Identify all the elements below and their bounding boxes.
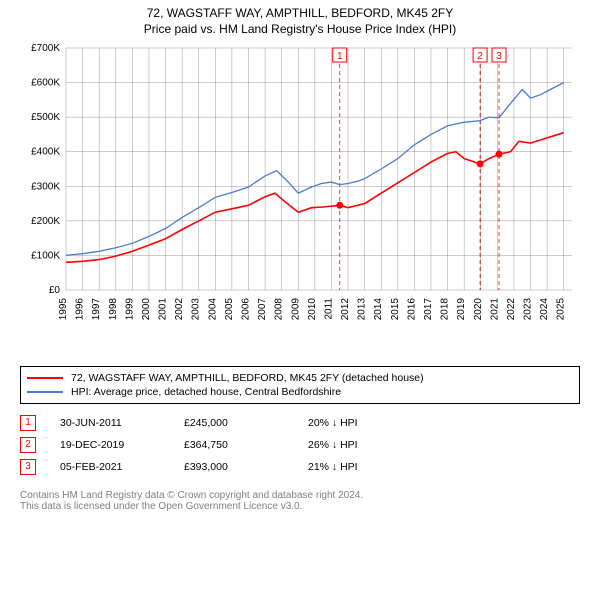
legend-item-0: 72, WAGSTAFF WAY, AMPTHILL, BEDFORD, MK4… xyxy=(27,371,573,385)
svg-text:£0: £0 xyxy=(49,285,61,296)
svg-text:2010: 2010 xyxy=(307,298,318,321)
svg-text:1996: 1996 xyxy=(75,298,86,321)
svg-text:2019: 2019 xyxy=(456,298,467,321)
title-line2: Price paid vs. HM Land Registry's House … xyxy=(0,22,600,36)
svg-text:2020: 2020 xyxy=(473,298,484,321)
svg-text:2002: 2002 xyxy=(174,298,185,321)
chart-svg: £0 £100K £200K £300K £400K £500K £600K £700K 199… xyxy=(20,42,580,360)
event-delta-0: 20% ↓ HPI xyxy=(308,417,428,429)
event-date-2: 05-FEB-2021 xyxy=(60,461,160,473)
svg-text:1995: 1995 xyxy=(58,298,69,321)
svg-text:2016: 2016 xyxy=(406,298,417,321)
titles: 72, WAGSTAFF WAY, AMPTHILL, BEDFORD, MK4… xyxy=(0,0,600,36)
svg-text:£600K: £600K xyxy=(31,78,60,89)
svg-text:2023: 2023 xyxy=(523,298,534,321)
legend-label-0: 72, WAGSTAFF WAY, AMPTHILL, BEDFORD, MK4… xyxy=(71,372,424,384)
svg-text:2018: 2018 xyxy=(440,298,451,321)
svg-text:2013: 2013 xyxy=(357,298,368,321)
events-table: 1 30-JUN-2011 £245,000 20% ↓ HPI 2 19-DE… xyxy=(20,412,580,478)
svg-text:£500K: £500K xyxy=(31,112,60,123)
svg-text:2015: 2015 xyxy=(390,298,401,321)
svg-text:£400K: £400K xyxy=(31,147,60,158)
legend: 72, WAGSTAFF WAY, AMPTHILL, BEDFORD, MK4… xyxy=(20,366,580,404)
event-row-0: 1 30-JUN-2011 £245,000 20% ↓ HPI xyxy=(20,412,580,434)
svg-text:1997: 1997 xyxy=(91,298,102,321)
svg-text:2022: 2022 xyxy=(506,298,517,321)
svg-text:2009: 2009 xyxy=(290,298,301,321)
svg-text:2: 2 xyxy=(477,51,483,62)
svg-text:3: 3 xyxy=(496,51,502,62)
svg-text:1: 1 xyxy=(337,51,343,62)
svg-text:2006: 2006 xyxy=(240,298,251,321)
event-delta-2: 21% ↓ HPI xyxy=(308,461,428,473)
svg-text:2004: 2004 xyxy=(207,298,218,321)
chart: £0 £100K £200K £300K £400K £500K £600K £700K 199… xyxy=(20,42,580,360)
svg-text:£100K: £100K xyxy=(31,250,60,261)
event-delta-1: 26% ↓ HPI xyxy=(308,439,428,451)
event-marker-1: 2 xyxy=(20,437,36,453)
svg-text:2003: 2003 xyxy=(191,298,202,321)
svg-text:£200K: £200K xyxy=(31,216,60,227)
event-marker-2: 3 xyxy=(20,459,36,475)
event-row-2: 3 05-FEB-2021 £393,000 21% ↓ HPI xyxy=(20,456,580,478)
legend-swatch-0 xyxy=(27,377,63,379)
svg-text:2008: 2008 xyxy=(274,298,285,321)
svg-text:2017: 2017 xyxy=(423,298,434,321)
svg-text:£700K: £700K xyxy=(31,43,60,54)
event-row-1: 2 19-DEC-2019 £364,750 26% ↓ HPI xyxy=(20,434,580,456)
svg-text:2014: 2014 xyxy=(373,298,384,321)
legend-item-1: HPI: Average price, detached house, Cent… xyxy=(27,385,573,399)
footer-line2: This data is licensed under the Open Gov… xyxy=(20,501,580,512)
event-date-1: 19-DEC-2019 xyxy=(60,439,160,451)
svg-text:1998: 1998 xyxy=(108,298,119,321)
event-price-0: £245,000 xyxy=(184,417,284,429)
legend-label-1: HPI: Average price, detached house, Cent… xyxy=(71,386,341,398)
svg-text:£300K: £300K xyxy=(31,181,60,192)
svg-text:2021: 2021 xyxy=(489,298,500,321)
event-price-2: £393,000 xyxy=(184,461,284,473)
svg-text:2000: 2000 xyxy=(141,298,152,321)
svg-text:2012: 2012 xyxy=(340,298,351,321)
event-date-0: 30-JUN-2011 xyxy=(60,417,160,429)
svg-text:2005: 2005 xyxy=(224,298,235,321)
svg-text:1999: 1999 xyxy=(124,298,135,321)
svg-text:2011: 2011 xyxy=(323,298,334,320)
legend-swatch-1 xyxy=(27,391,63,393)
svg-text:2024: 2024 xyxy=(539,298,550,321)
event-price-1: £364,750 xyxy=(184,439,284,451)
svg-text:2025: 2025 xyxy=(556,298,567,321)
svg-text:2001: 2001 xyxy=(158,298,169,321)
title-line1: 72, WAGSTAFF WAY, AMPTHILL, BEDFORD, MK4… xyxy=(0,6,600,20)
footer-line1: Contains HM Land Registry data © Crown c… xyxy=(20,490,580,501)
svg-text:2007: 2007 xyxy=(257,298,268,321)
event-marker-0: 1 xyxy=(20,415,36,431)
footer: Contains HM Land Registry data © Crown c… xyxy=(20,490,580,512)
